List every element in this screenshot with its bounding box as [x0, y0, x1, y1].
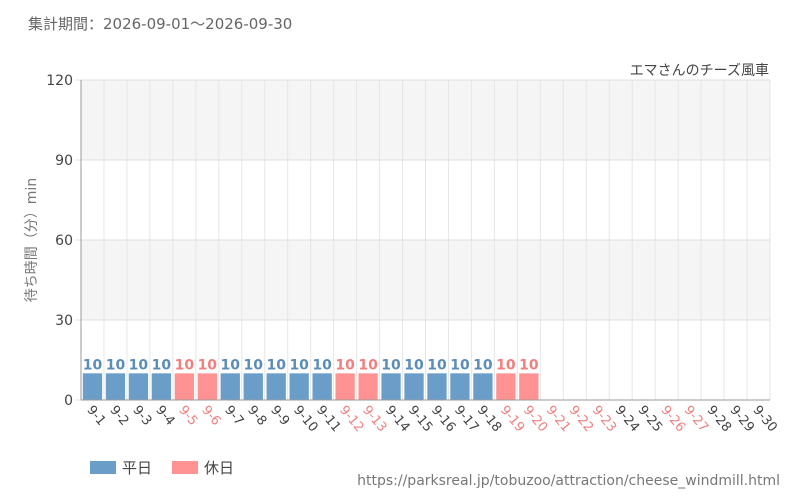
x-tick-label: 9-13: [359, 403, 389, 435]
bar-9-19: [496, 373, 516, 400]
source-url: https://parksreal.jp/tobuzoo/attraction/…: [357, 473, 780, 489]
bar-9-13: [358, 373, 378, 400]
bar-9-4: [151, 373, 172, 400]
legend-label-holiday: 休日: [204, 459, 235, 477]
bar-value-label: 10: [83, 357, 103, 373]
x-tick-label: 9-4: [152, 403, 177, 429]
x-tick-label: 9-1: [83, 403, 108, 429]
bar-value-label: 10: [381, 357, 401, 373]
bar-9-14: [381, 373, 401, 400]
y-tick-label: 120: [46, 73, 73, 89]
bar-9-8: [243, 373, 263, 400]
bar-value-label: 10: [175, 357, 195, 373]
bar-value-label: 10: [289, 357, 309, 373]
bar-9-10: [289, 373, 309, 400]
bar-9-11: [312, 373, 332, 400]
bar-value-label: 10: [519, 357, 539, 373]
bar-9-3: [128, 373, 149, 400]
x-tick-label: 9-9: [267, 403, 292, 429]
bar-value-label: 10: [198, 357, 218, 373]
x-tick-label: 9-23: [589, 403, 619, 435]
x-tick-label: 9-8: [244, 403, 269, 429]
y-tick-label: 90: [55, 153, 73, 169]
x-tick-label: 9-19: [497, 403, 527, 435]
x-tick-labels: 9-19-29-39-49-59-69-79-89-99-109-119-129…: [83, 403, 779, 435]
bar-value-labels: 10 10 10 10 10 10 10 10 10 10 10 10 10 10 10 10 10 10 10 10: [83, 357, 539, 373]
bar-9-20: [519, 373, 539, 400]
bar-series: [82, 373, 539, 400]
axes: [80, 80, 770, 401]
x-tick-label: 9-26: [658, 403, 688, 435]
bar-9-1: [82, 373, 103, 400]
x-tick-label: 9-30: [749, 403, 779, 435]
bar-9-9: [266, 373, 286, 400]
x-tick-label: 9-6: [198, 403, 223, 429]
bar-value-label: 10: [358, 357, 378, 373]
x-tick-label: 9-24: [612, 403, 642, 435]
bar-value-label: 10: [312, 357, 332, 373]
bar-9-18: [473, 373, 493, 400]
x-tick-label: 9-17: [451, 403, 481, 435]
x-tick-label: 9-28: [704, 403, 734, 435]
bar-value-label: 10: [221, 357, 241, 373]
bar-9-15: [404, 373, 424, 400]
bar-value-label: 10: [450, 357, 470, 373]
y-axis-label: 待ち時間（分）min: [24, 178, 40, 302]
x-tick-label: 9-3: [129, 403, 154, 429]
bar-9-6: [197, 373, 217, 400]
bar-9-2: [105, 373, 126, 400]
x-tick-label: 9-18: [474, 403, 504, 435]
x-tick-label: 9-15: [405, 403, 435, 435]
bar-9-17: [450, 373, 470, 400]
legend-swatch-holiday: [172, 461, 199, 474]
legend-item-holiday: 休日: [172, 457, 234, 478]
bar-value-label: 10: [106, 357, 126, 373]
period-label: 集計期間：2026-09-01～2026-09-30: [28, 15, 293, 33]
legend-label-weekday: 平日: [122, 459, 153, 477]
bar-value-label: 10: [335, 357, 355, 373]
y-tick-label: 60: [55, 233, 73, 249]
bar-9-7: [220, 373, 240, 400]
legend: 平日 休日: [90, 457, 254, 478]
legend-item-weekday: 平日: [90, 457, 152, 478]
x-tick-label: 9-20: [520, 403, 550, 435]
legend-swatch-weekday: [90, 461, 116, 474]
x-tick-label: 9-5: [175, 403, 200, 429]
bar-value-label: 10: [152, 357, 172, 373]
x-tick-label: 9-14: [382, 403, 412, 435]
x-tick-label: 9-11: [313, 403, 343, 435]
bar-value-label: 10: [427, 357, 447, 373]
bar-9-5: [174, 373, 194, 400]
x-tick-label: 9-25: [635, 403, 665, 435]
x-tick-label: 9-29: [726, 403, 756, 435]
bar-value-label: 10: [129, 357, 149, 373]
bar-value-label: 10: [496, 357, 516, 373]
x-tick-label: 9-7: [221, 403, 246, 429]
x-tick-label: 9-2: [106, 403, 131, 429]
bar-value-label: 10: [244, 357, 264, 373]
y-tick-label: 30: [55, 313, 73, 329]
x-tick-label: 9-12: [336, 403, 366, 435]
bar-value-label: 10: [404, 357, 424, 373]
bar-9-16: [427, 373, 447, 400]
x-tick-label: 9-22: [566, 403, 596, 435]
x-tick-label: 9-10: [290, 403, 320, 435]
y-tick-labels: 0 30 60 90 120: [46, 73, 73, 409]
x-tick-label: 9-21: [543, 403, 573, 435]
bar-9-12: [335, 373, 355, 400]
x-tick-label: 9-27: [681, 403, 711, 435]
bar-value-label: 10: [266, 357, 286, 373]
bar-value-label: 10: [473, 357, 493, 373]
chart-title: エマさんのチーズ風車: [630, 62, 769, 79]
y-tick-label: 0: [64, 393, 73, 409]
x-tick-label: 9-16: [428, 403, 458, 435]
